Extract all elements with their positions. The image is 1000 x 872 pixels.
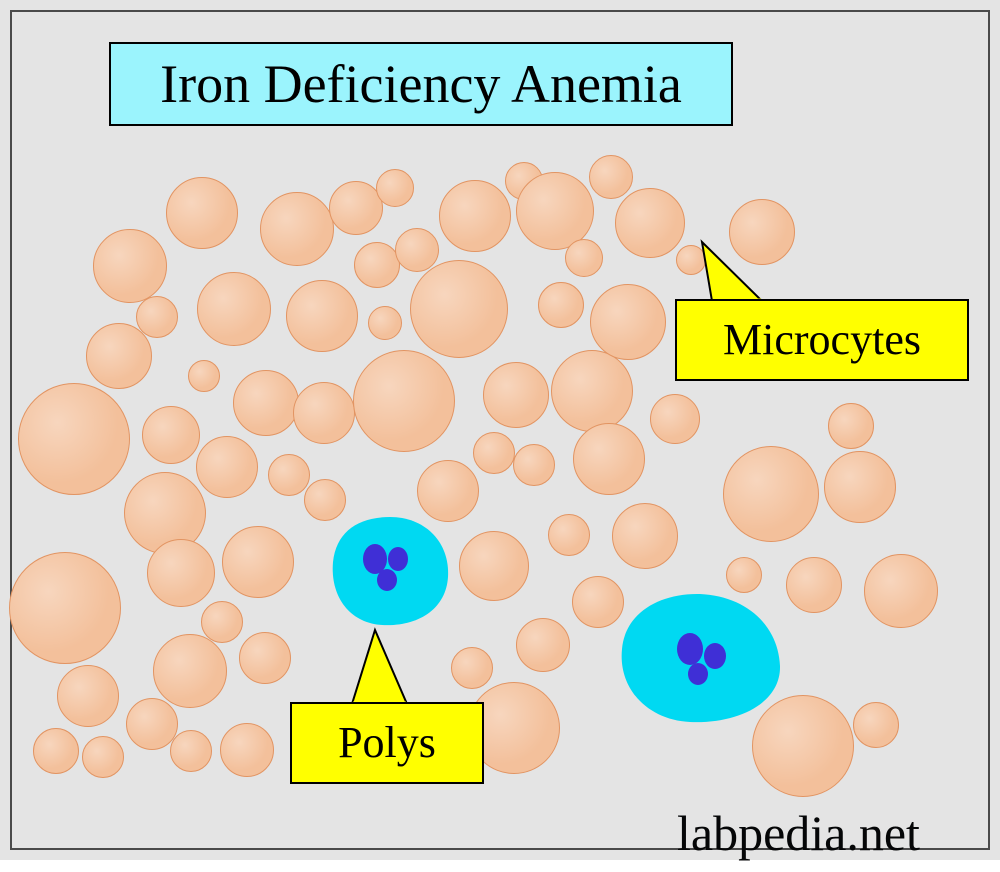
callout-polys-box: Polys [290, 702, 484, 784]
diagram-canvas: Iron Deficiency Anemia Microcytes Polys … [0, 0, 1000, 860]
watermark-label: labpedia.net [677, 805, 920, 861]
watermark-text: labpedia.net [677, 804, 920, 862]
callout-polys-label: Polys [338, 718, 436, 767]
diagram-frame: Iron Deficiency Anemia Microcytes Polys … [10, 10, 990, 850]
callout-polys-tail [12, 12, 1000, 872]
